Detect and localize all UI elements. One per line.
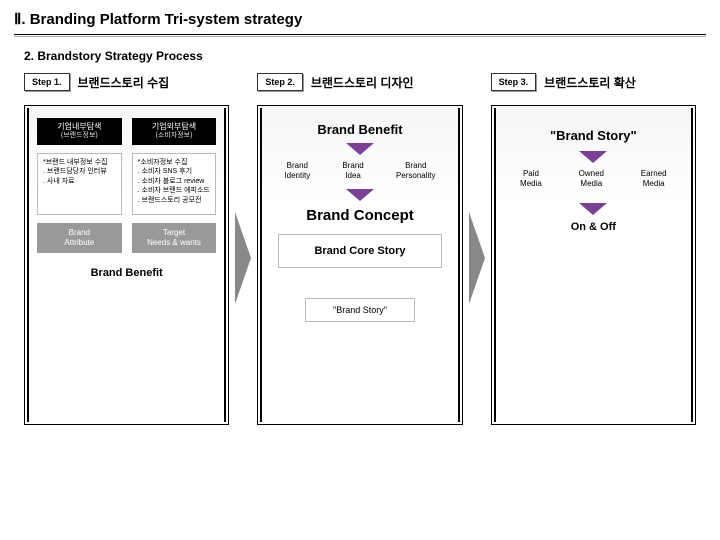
step-2-panel: Brand Benefit BrandIdentity BrandIdea Br… [257,105,462,425]
s2-arrow-1 [346,143,374,155]
s3-brand-story: "Brand Story" [502,128,685,143]
step-1-header: Step 1. 브랜드스토리 수집 [24,73,229,91]
s3-on-off: On & Off [502,221,685,233]
s1-head-internal-sub: (브랜드정보) [39,132,120,141]
step-1-badge: Step 1. [24,73,70,91]
s1-head-external-sub: (소비자정보) [134,132,215,141]
step-1-column: Step 1. 브랜드스토리 수집 기업내부탐색 (브랜드정보) 기업외부탐색 … [24,73,229,425]
s1-btn-needs: TargetNeeds & wants [132,223,217,253]
s3-earned-media: EarnedMedia [641,169,667,189]
step-3-title: 브랜드스토리 확산 [544,74,636,91]
s2-brand-identity: BrandIdentity [284,161,310,181]
big-arrow-1 [235,212,251,304]
s2-brand-idea: BrandIdea [342,161,363,181]
big-arrow-2 [469,212,485,304]
step-2-title: 브랜드스토리 디자인 [311,74,414,91]
step-3-badge: Step 3. [491,73,537,91]
s3-media-row: PaidMedia OwnedMedia EarnedMedia [502,169,685,189]
steps-container: Step 1. 브랜드스토리 수집 기업내부탐색 (브랜드정보) 기업외부탐색 … [0,73,720,425]
step-3-column: Step 3. 브랜드스토리 확산 "Brand Story" PaidMedi… [491,73,696,425]
s1-btn-attribute: BrandAttribute [37,223,122,253]
step-1-title: 브랜드스토리 수집 [78,74,170,91]
s3-paid-media: PaidMedia [520,169,542,189]
s1-head-internal-main: 기업내부탐색 [57,122,101,131]
step-3-panel: "Brand Story" PaidMedia OwnedMedia Earne… [491,105,696,425]
s2-brand-story: "Brand Story" [305,298,415,322]
s1-head-external-main: 기업외부탐색 [152,122,196,131]
s1-head-internal: 기업내부탐색 (브랜드정보) [37,118,122,145]
s2-brand-concept: Brand Concept [268,207,451,224]
s2-brand-core-story: Brand Core Story [278,234,441,268]
s1-brand-benefit: Brand Benefit [25,261,228,279]
step-1-panel: 기업내부탐색 (브랜드정보) 기업외부탐색 (소비자정보) *브랜드 내부정보 … [24,105,229,425]
step-2-column: Step 2. 브랜드스토리 디자인 Brand Benefit BrandId… [257,73,462,425]
s1-cell-internal: *브랜드 내부정보 수집. 브랜드담당자 인터뷰. 사내 자료 [37,153,122,215]
page-subtitle: 2. Brandstory Strategy Process [0,35,720,73]
s2-brand-benefit: Brand Benefit [268,122,451,137]
s2-brand-personality: BrandPersonality [396,161,436,181]
s3-owned-media: OwnedMedia [579,169,604,189]
s3-arrow-2 [579,203,607,215]
step-2-badge: Step 2. [257,73,303,91]
s2-row-identity: BrandIdentity BrandIdea BrandPersonality [268,161,451,181]
page-title: Ⅱ. Branding Platform Tri-system strategy [0,0,720,32]
s2-arrow-2 [346,189,374,201]
step-2-header: Step 2. 브랜드스토리 디자인 [257,73,462,91]
s1-cell-external: *소비자정보 수집. 소비자 SNS 후기. 소비자 블로그 review. 소… [132,153,217,215]
step-3-header: Step 3. 브랜드스토리 확산 [491,73,696,91]
s3-arrow [579,151,607,163]
s1-head-external: 기업외부탐색 (소비자정보) [132,118,217,145]
